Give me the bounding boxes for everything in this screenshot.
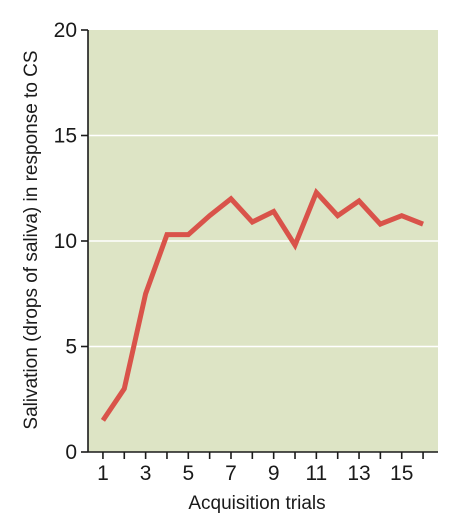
y-tick-label-10: 10	[54, 230, 77, 253]
series-layer	[100, 187, 424, 422]
x-tick-label-3: 3	[140, 462, 152, 485]
gridlines	[88, 134, 438, 348]
x-tick-label-11: 11	[305, 462, 327, 485]
y-tick-label-5: 5	[65, 336, 77, 359]
y-tick-label-15: 15	[54, 125, 77, 148]
x-tick-label-13: 13	[347, 462, 370, 485]
axes	[81, 29, 438, 459]
x-tick-label-5: 5	[182, 462, 194, 485]
x-tick-label-7: 7	[225, 462, 237, 485]
y-axis-title: Salivation (drops of saliva) in response…	[21, 50, 42, 429]
x-tick-label-9: 9	[268, 462, 280, 485]
y-tick-label-0: 0	[65, 441, 77, 464]
x-tick-label-15: 15	[390, 462, 413, 485]
x-tick-label-1: 1	[97, 462, 109, 485]
series-line-0	[100, 187, 424, 422]
y-tick-label-20: 20	[54, 19, 77, 42]
x-axis-title: Acquisition trials	[188, 493, 325, 514]
